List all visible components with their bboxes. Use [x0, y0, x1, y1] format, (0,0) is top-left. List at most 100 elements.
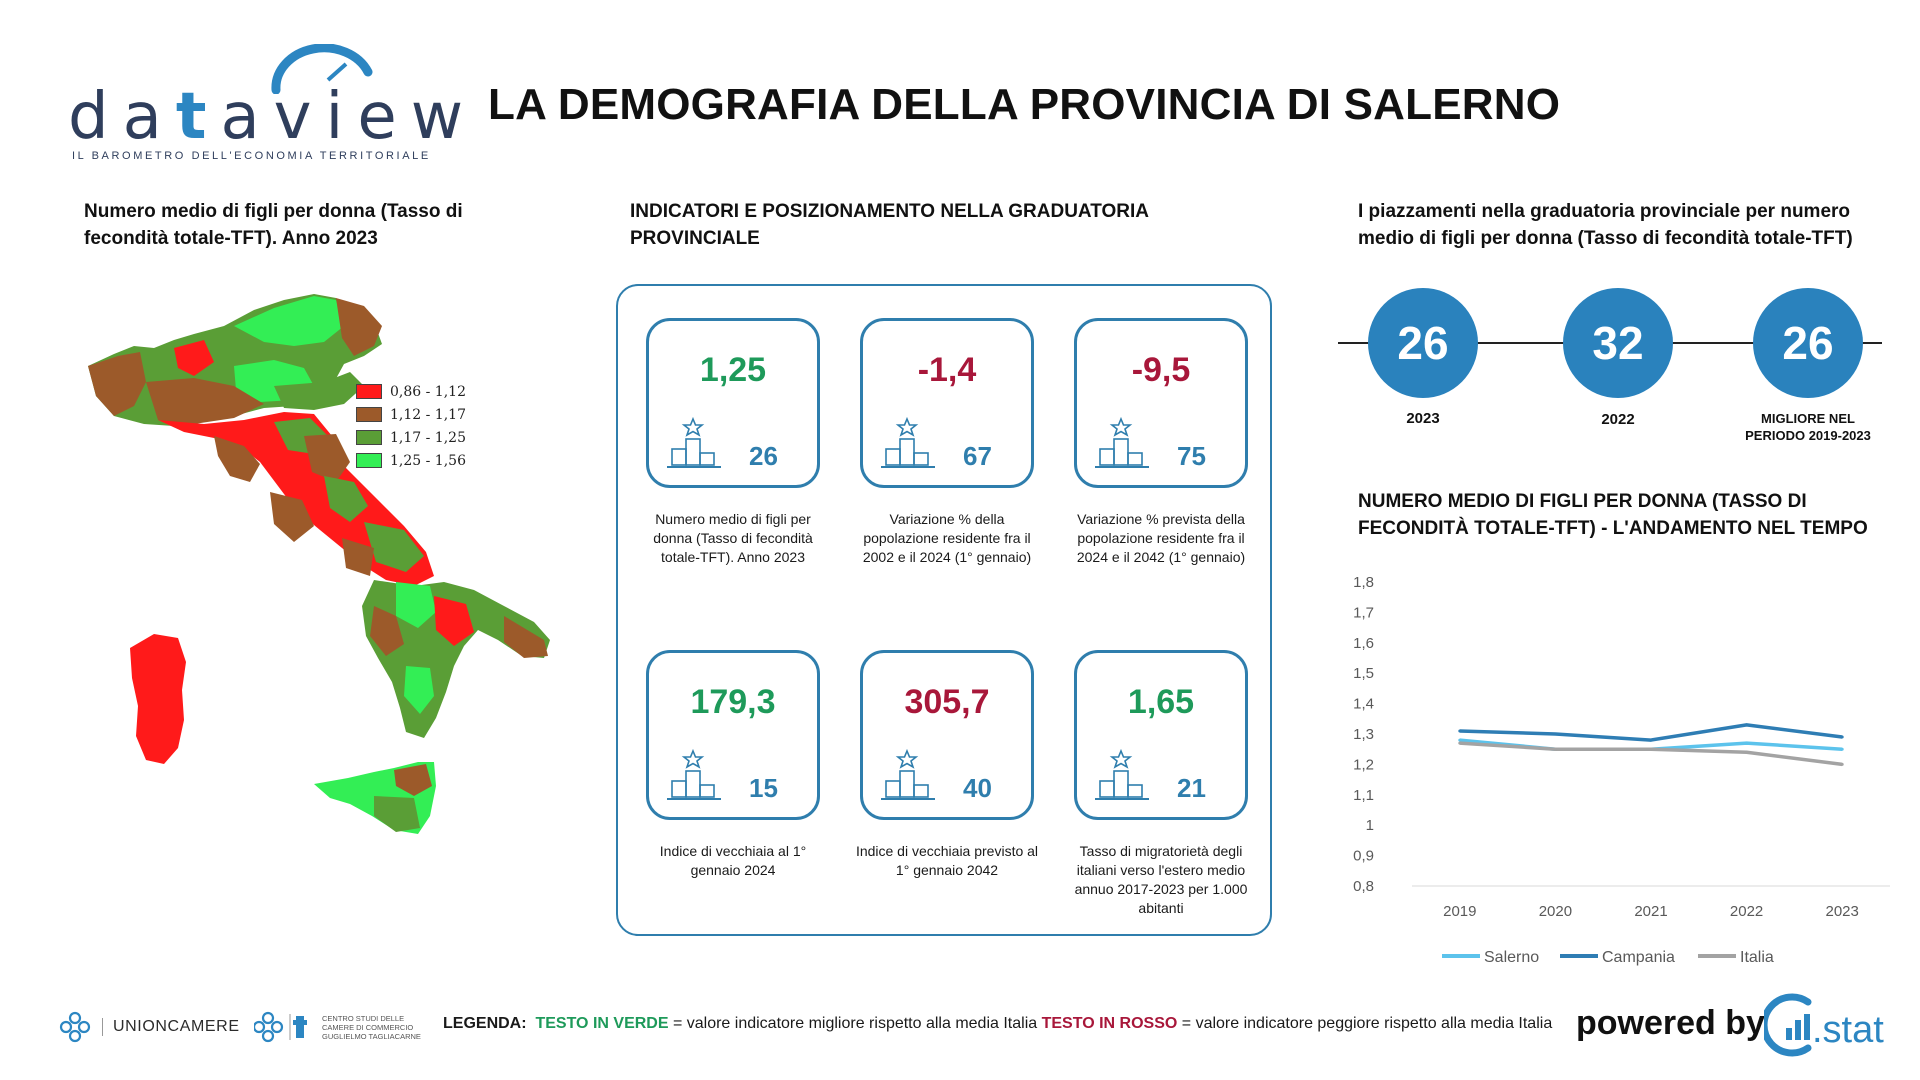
- unioncamere-logo: UNIONCAMERE: [58, 1010, 240, 1044]
- data-point-campania: [1458, 729, 1462, 733]
- rank-label: 2022: [1601, 411, 1635, 428]
- logo-subtitle: IL BAROMETRO DELL'ECONOMIA TERRITORIALE: [72, 150, 431, 162]
- legend-red-text: TESTO IN ROSSO: [1041, 1015, 1178, 1032]
- legend-green-desc: = valore indicatore migliore rispetto al…: [668, 1015, 1042, 1032]
- legend-label: 0,86 - 1,12: [390, 383, 466, 400]
- indicator-card: 179,3 15: [646, 650, 820, 820]
- legend-green-text: TESTO IN VERDE: [535, 1015, 669, 1032]
- powered-by-label: powered by: [1576, 1004, 1765, 1042]
- unioncamere-flower-icon: [59, 1011, 91, 1043]
- indicator-value: 1,25: [699, 351, 767, 389]
- indicator-value: 179,3: [690, 683, 776, 721]
- rank-label: MIGLIORE NEL PERIODO 2019-2023: [1745, 411, 1871, 443]
- indicator-description: Indice di vecchiaia previsto al 1° genna…: [855, 843, 1039, 878]
- data-point-italia: [1553, 747, 1557, 751]
- data-point-italia: [1840, 762, 1844, 766]
- x-tick-label: 2019: [1443, 903, 1476, 920]
- legend-label-campania: Campania: [1602, 949, 1675, 966]
- legend-swatch: [356, 453, 382, 468]
- centro-studi-flower-icon: [254, 1011, 307, 1043]
- data-point-campania: [1745, 723, 1749, 727]
- legend-swatch: [356, 407, 382, 422]
- data-point-salerno: [1745, 741, 1749, 745]
- data-point-salerno: [1458, 738, 1462, 742]
- gauge-arc-icon: [271, 44, 373, 94]
- legend-item: 0,86 - 1,12: [356, 380, 466, 403]
- indicator-value: -9,5: [1131, 351, 1191, 389]
- italy-fertility-map: [88, 294, 550, 834]
- x-tick-label: 2023: [1826, 903, 1859, 920]
- podium-star-icon: [1095, 748, 1149, 800]
- data-point-italia: [1649, 747, 1653, 751]
- data-point-italia: [1745, 750, 1749, 754]
- data-point-salerno: [1840, 747, 1844, 751]
- fertility-line-chart: 1,8 1,7 1,6 1,5 1,4 1,3 1,2 1,1 1 0,9 0,8 2019 2020 2…: [1353, 574, 1890, 966]
- legend-label: 1,12 - 1,17: [390, 406, 466, 423]
- chart-title: NUMERO MEDIO DI FIGLI PER DONNA (TASSO D…: [1358, 491, 1868, 539]
- indicator-description: Variazione % della popolazione residente…: [862, 511, 1032, 565]
- y-tick-label: 1,1: [1353, 787, 1374, 804]
- indicator-description: Variazione % prevista della popolazione …: [1076, 511, 1246, 565]
- legend-label: LEGENDA:: [443, 1015, 527, 1032]
- data-point-campania: [1649, 738, 1653, 742]
- legend-swatch: [356, 384, 382, 399]
- centro-studi-logo: CENTRO STUDI DELLE CAMERE DI COMMERCIO G…: [254, 1010, 422, 1044]
- rank-label: 2023: [1406, 410, 1440, 427]
- indicators-title: INDICATORI E POSIZIONAMENTO NELLA GRADUA…: [630, 201, 1149, 249]
- legend-label-italia: Italia: [1740, 949, 1774, 966]
- data-point-campania: [1553, 732, 1557, 736]
- unioncamere-label: UNIONCAMERE: [102, 1018, 240, 1036]
- ranking-title: I piazzamenti nella graduatoria provinci…: [1358, 201, 1853, 249]
- footer-legend: LEGENDA: TESTO IN VERDE = valore indicat…: [443, 1015, 1552, 1033]
- legend-swatch: [356, 430, 382, 445]
- y-tick-label: 1: [1366, 817, 1374, 834]
- legend-label: 1,17 - 1,25: [390, 429, 466, 446]
- map-legend: 0,86 - 1,12 1,12 - 1,17 1,17 - 1,25 1,25…: [356, 380, 466, 472]
- rank-circle: 26: [1753, 288, 1863, 398]
- map-title: Numero medio di figli per donna (Tasso d…: [84, 201, 463, 249]
- legend-item: 1,12 - 1,17: [356, 403, 466, 426]
- podium-star-icon: [1095, 416, 1149, 468]
- rank-circle: 32: [1563, 288, 1673, 398]
- data-point-campania: [1840, 735, 1844, 739]
- centro-studi-label: CENTRO STUDI DELLE CAMERE DI COMMERCIO G…: [322, 1013, 421, 1041]
- x-tick-label: 2020: [1539, 903, 1572, 920]
- y-tick-label: 1,8: [1353, 574, 1374, 591]
- y-tick-label: 1,3: [1353, 726, 1374, 743]
- y-tick-label: 1,6: [1353, 635, 1374, 652]
- x-tick-label: 2021: [1634, 903, 1667, 920]
- logo-wordmark: dataview: [68, 80, 478, 154]
- y-tick-label: 0,8: [1353, 878, 1374, 895]
- podium-star-icon: [667, 416, 721, 468]
- indicator-description: Numero medio di figli per donna (Tasso d…: [653, 511, 813, 565]
- indicator-card: 1,25 26: [646, 318, 820, 488]
- y-tick-label: 1,4: [1353, 696, 1374, 713]
- indicator-rank: 40: [963, 773, 992, 803]
- podium-star-icon: [881, 416, 935, 468]
- indicator-rank: 15: [749, 773, 778, 803]
- series-line-campania: [1459, 723, 1843, 742]
- podium-star-icon: [667, 748, 721, 800]
- x-tick-label: 2022: [1730, 903, 1763, 920]
- indicator-description: Indice di vecchiaia al 1° gennaio 2024: [659, 843, 807, 878]
- indicators-panel: [616, 284, 1272, 936]
- indicator-value: 1,65: [1127, 683, 1195, 721]
- data-point-italia: [1458, 741, 1462, 745]
- page-title: LA DEMOGRAFIA DELLA PROVINCIA DI SALERNO: [488, 80, 1561, 129]
- indicator-rank: 75: [1177, 441, 1206, 471]
- y-tick-label: 1,5: [1353, 665, 1374, 682]
- dataview-logo: dataview IL BAROMETRO DELL'ECONOMIA TERR…: [68, 44, 463, 164]
- indicator-card: -9,5 75: [1074, 318, 1248, 488]
- legend-red-desc: = valore indicatore peggiore rispetto al…: [1177, 1015, 1553, 1032]
- indicator-card: 305,7 40: [860, 650, 1034, 820]
- legend-item: 1,17 - 1,25: [356, 426, 466, 449]
- y-tick-label: 0,9: [1353, 848, 1374, 865]
- podium-star-icon: [881, 748, 935, 800]
- legend-item: 1,25 - 1,56: [356, 449, 466, 472]
- indicator-rank: 21: [1177, 773, 1206, 803]
- indicator-description: Tasso di migratorietà degli italiani ver…: [1074, 843, 1248, 916]
- indicator-rank: 26: [749, 441, 778, 471]
- y-tick-label: 1,2: [1353, 756, 1374, 773]
- cstat-text: .stat: [1812, 1009, 1884, 1051]
- indicator-value: -1,4: [917, 351, 977, 389]
